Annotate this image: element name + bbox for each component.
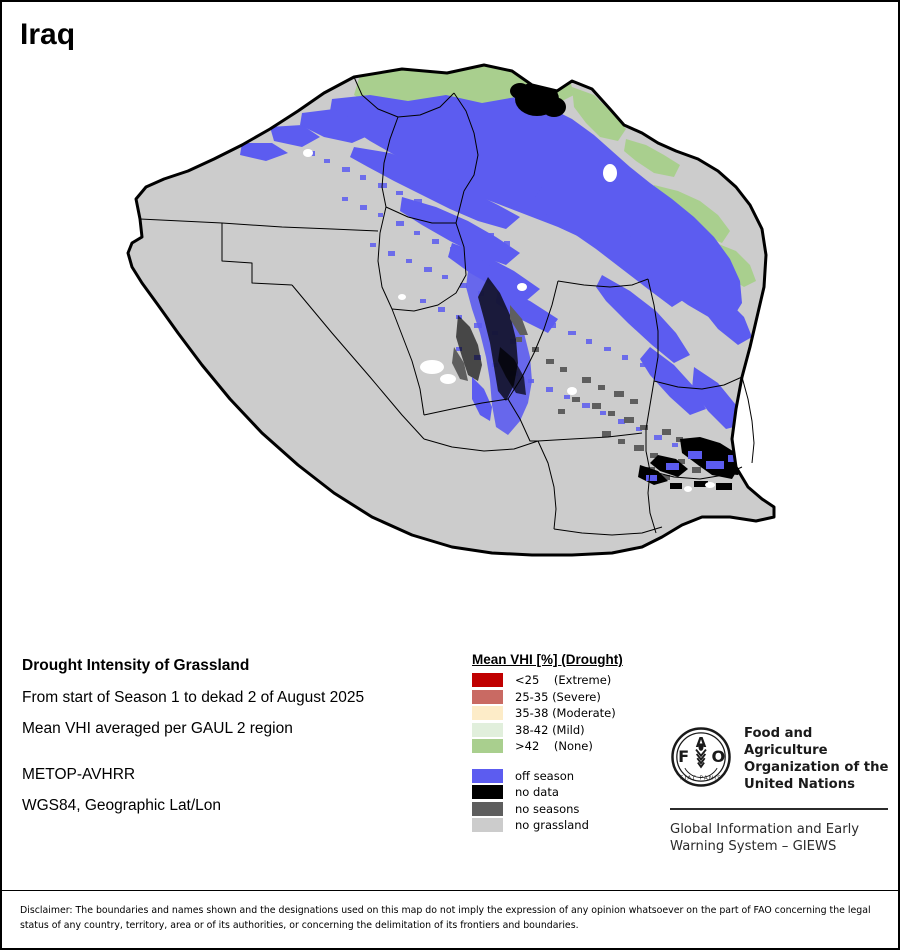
raster-river-corridor xyxy=(452,259,532,435)
raster-class-off-season xyxy=(240,95,752,429)
fao-branding-block: F A O FIAT PANIS Food and Agriculture Or… xyxy=(670,726,890,856)
fao-motto-text: FIAT PANIS xyxy=(680,775,722,781)
fao-organization-name: Food and Agriculture Organization of the… xyxy=(744,726,890,794)
legend-swatch-no-data xyxy=(472,785,503,800)
legend-swatch-extreme xyxy=(472,673,503,688)
svg-text:F: F xyxy=(678,747,689,766)
legend-label-off-season: off season xyxy=(515,768,575,783)
legend-swatch-off-season xyxy=(472,768,503,783)
legend-row-off-season[interactable]: off season xyxy=(472,768,672,785)
caption-sensor: METOP-AVHRR xyxy=(22,765,136,783)
fao-name-line-3: United Nations xyxy=(744,776,855,792)
legend-spacer xyxy=(472,755,672,768)
map-admin-boundaries xyxy=(139,76,755,536)
map-national-boundary xyxy=(126,63,776,557)
legend-row-none[interactable]: >42 (None) xyxy=(472,738,672,755)
legend-swatch-no-grassland xyxy=(472,818,503,833)
page-title: Iraq xyxy=(20,18,76,51)
legend-swatch-none xyxy=(472,739,503,754)
map-canvas[interactable] xyxy=(102,47,802,627)
legend-row-extreme[interactable]: <25 (Extreme) xyxy=(472,672,672,689)
caption-projection: WGS84, Geographic Lat/Lon xyxy=(22,797,222,814)
legend-label-no-grassland: no grassland xyxy=(515,818,589,833)
fao-logo: F A O FIAT PANIS xyxy=(670,726,732,793)
legend-row-moderate[interactable]: 35-38 (Moderate) xyxy=(472,705,672,722)
legend-swatch-no-seasons xyxy=(472,801,503,816)
legend-row-no-seasons[interactable]: no seasons xyxy=(472,801,672,818)
fao-name-line-2: Organization of the xyxy=(744,759,889,775)
giews-programme-name: Global Information and Early Warning Sys… xyxy=(670,821,890,856)
map-caption-block: Drought Intensity of Grassland From star… xyxy=(22,658,452,830)
legend-label-none: >42 (None) xyxy=(515,739,593,754)
raster-voids xyxy=(303,149,715,492)
legend-label-no-seasons: no seasons xyxy=(515,801,580,816)
giews-line-2: Warning System – GIEWS xyxy=(670,839,837,855)
raster-class-no-data-north xyxy=(510,82,566,117)
legend-row-no-data[interactable]: no data xyxy=(472,784,672,801)
giews-line-1: Global Information and Early xyxy=(670,821,860,837)
map-raster-overlay xyxy=(240,65,766,492)
legend-label-mild: 38-42 (Mild) xyxy=(515,722,585,737)
svg-text:A: A xyxy=(696,735,707,751)
legend-swatch-severe xyxy=(472,689,503,704)
iraq-map-svg[interactable] xyxy=(102,47,802,627)
legend-label-extreme: <25 (Extreme) xyxy=(515,673,612,688)
legend-label-moderate: 35-38 (Moderate) xyxy=(515,706,616,721)
fao-divider xyxy=(670,807,888,810)
legend-title: Mean VHI [%] (Drought) xyxy=(472,652,623,667)
caption-title: Drought Intensity of Grassland xyxy=(22,657,250,674)
legend-swatch-moderate xyxy=(472,706,503,721)
legend-row-severe[interactable]: 25-35 (Severe) xyxy=(472,689,672,706)
legend-row-mild[interactable]: 38-42 (Mild) xyxy=(472,722,672,739)
fao-name-line-1: Food and Agriculture xyxy=(744,726,828,758)
caption-method: Mean VHI averaged per GAUL 2 region xyxy=(22,720,293,737)
caption-spacer xyxy=(22,753,452,767)
legend-swatch-mild xyxy=(472,722,503,737)
caption-period: From start of Season 1 to dekad 2 of Aug… xyxy=(22,688,365,706)
fao-header: F A O FIAT PANIS Food and Agriculture Or… xyxy=(670,726,890,794)
svg-text:O: O xyxy=(712,747,726,766)
map-legend: Mean VHI [%] (Drought) <25 (Extreme) 25-… xyxy=(472,652,672,834)
legend-label-no-data: no data xyxy=(515,785,559,800)
disclaimer-text: Disclaimer: The boundaries and names sho… xyxy=(20,905,871,931)
legend-row-no-grassland[interactable]: no grassland xyxy=(472,817,672,834)
fao-logo-icon: F A O FIAT PANIS xyxy=(671,727,731,787)
legend-label-severe: 25-35 (Severe) xyxy=(515,689,601,704)
disclaimer-divider xyxy=(2,890,898,891)
